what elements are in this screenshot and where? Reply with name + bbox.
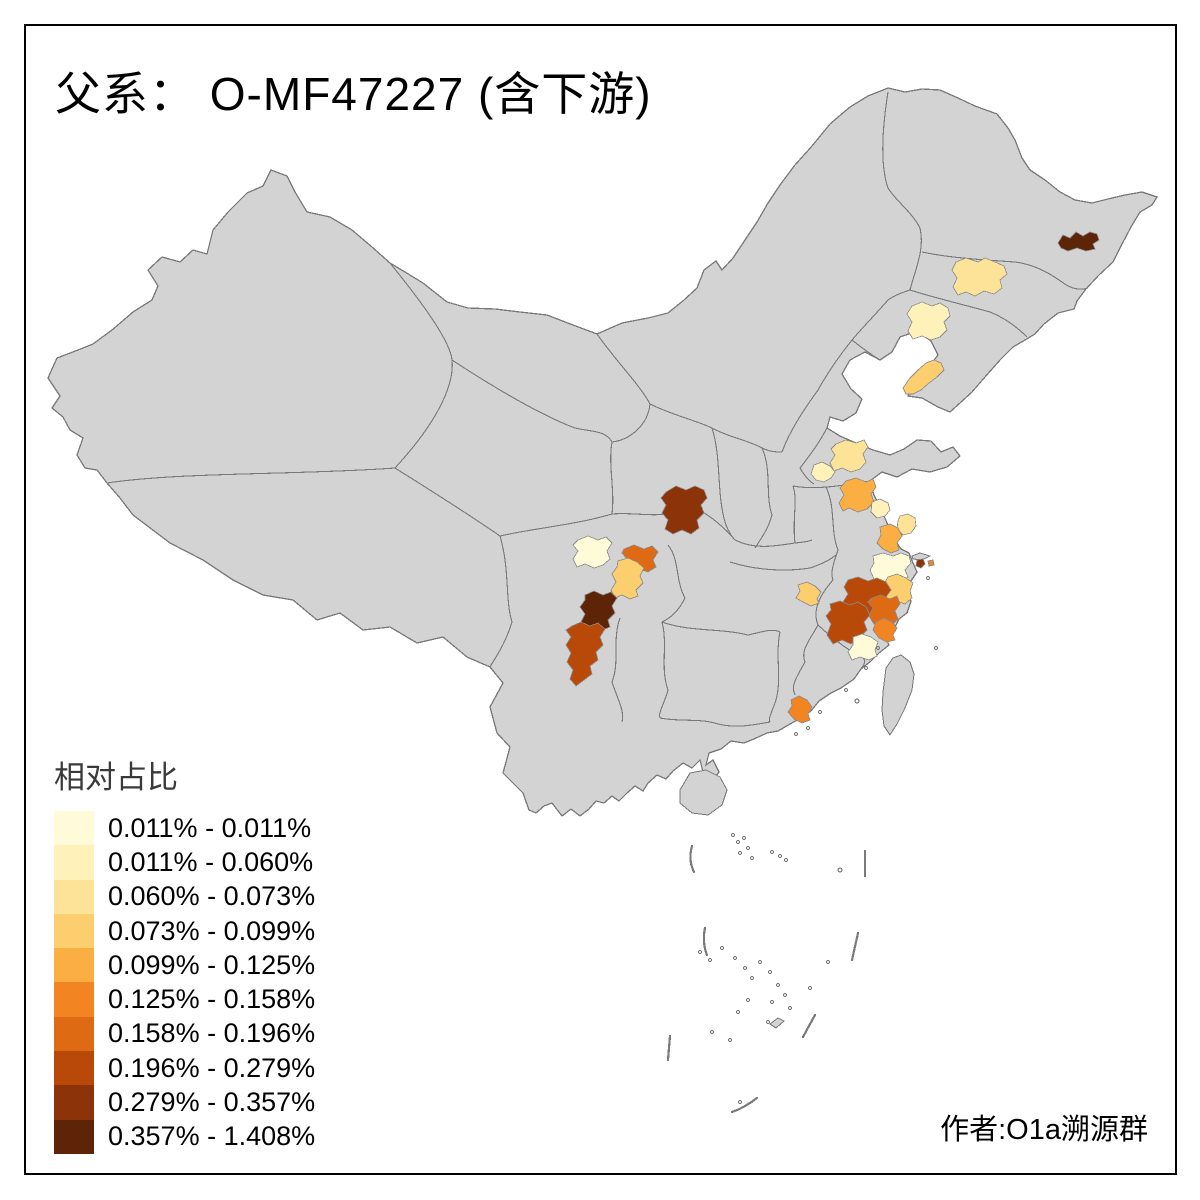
legend-swatch	[54, 948, 94, 983]
province-border-guangxi-guangdong	[659, 717, 771, 727]
legend-label: 0.279% - 0.357%	[108, 1087, 316, 1118]
province-border-liaoning-hebei	[851, 339, 881, 361]
province-border-sichuan-chongqing	[661, 544, 686, 623]
legend-row: 0.279% - 0.357%	[54, 1085, 316, 1120]
region-zhaotong	[565, 621, 606, 687]
legend: 相对占比 0.011% - 0.011% 0.011% - 0.060% 0.0…	[54, 752, 315, 1154]
legend-swatch	[54, 982, 94, 1017]
province-border-neimenggu-hebei	[781, 289, 911, 453]
region-changchun	[951, 257, 1008, 297]
province-border-neimenggu-south	[649, 403, 783, 453]
province-border-qinghai-gansu	[451, 359, 614, 515]
region-liangshan	[579, 590, 618, 631]
province-border-qinghai-sichuan	[499, 513, 613, 537]
region-nanchong	[610, 557, 645, 600]
province-border-liaoning-jilin	[909, 289, 1028, 338]
province-border-yunnan-guizhou	[611, 617, 624, 723]
legend-label: 0.011% - 0.011%	[108, 812, 312, 843]
legend-swatch	[54, 913, 94, 949]
legend-label: 0.158% - 0.196%	[108, 1018, 316, 1049]
chongming-island	[911, 552, 932, 561]
legend-label: 0.357% - 1.408%	[108, 1121, 316, 1152]
province-border-hebei-shandong	[799, 427, 828, 485]
legend-label: 0.125% - 0.158%	[108, 984, 316, 1015]
province-border-henan-hubei	[729, 554, 837, 571]
province-border-hunan-guizhou	[659, 621, 669, 719]
legend-swatch	[54, 1051, 94, 1086]
region-shangrao	[795, 581, 822, 607]
region-taizhou-zj	[867, 594, 901, 629]
legend-row: 0.011% - 0.060%	[54, 845, 315, 880]
province-border-xinjiang-tibet	[106, 467, 396, 484]
province-border-tibet-sichuan	[489, 535, 513, 668]
nine-dash-line	[666, 844, 867, 1114]
province-border-anhui-jiangsu	[825, 486, 839, 581]
china-mainland	[47, 87, 1158, 817]
region-ankang	[660, 485, 708, 535]
map-title: 父系： O-MF47227 (含下游)	[55, 68, 652, 120]
province-border-jilin-heilongjiang	[921, 251, 1089, 290]
region-jiamusi	[1057, 231, 1100, 252]
region-shenyang	[906, 301, 951, 341]
region-jinan	[829, 439, 869, 473]
legend-swatch	[54, 1119, 94, 1154]
region-west-shandong	[810, 461, 836, 483]
legend-label: 0.011% - 0.060%	[108, 846, 314, 877]
author-credit: 作者:O1a溯源群	[940, 1114, 1148, 1146]
legend-label: 0.073% - 0.099%	[108, 915, 316, 946]
taiwan-island	[881, 654, 915, 736]
legend-label: 0.196% - 0.279%	[108, 1052, 316, 1083]
province-border-gansu-neimenggu	[596, 333, 651, 443]
region-yangzhou	[876, 523, 903, 554]
region-yancheng	[870, 498, 891, 519]
legend-row: 0.011% - 0.011%	[54, 811, 315, 846]
legend-swatch	[54, 845, 94, 880]
province-border-neimenggu-heilongjiang	[882, 91, 922, 291]
sea-islets	[697, 575, 939, 1105]
legend-row: 0.158% - 0.196%	[54, 1016, 316, 1052]
hainan-island	[679, 769, 728, 816]
legend-swatch	[54, 879, 94, 914]
region-huaian	[896, 513, 917, 536]
legend-swatch	[54, 1016, 94, 1052]
province-border-henan-anhui	[792, 485, 796, 544]
region-chengdu	[572, 535, 613, 569]
region-linyi	[838, 477, 877, 513]
region-guangzhou	[787, 695, 813, 724]
legend-row: 0.196% - 0.279%	[54, 1051, 316, 1086]
legend-row: 0.357% - 1.408%	[54, 1119, 316, 1154]
region-ningde	[872, 617, 898, 643]
legend-row: 0.125% - 0.158%	[54, 982, 316, 1017]
province-border-hubei-hunan	[661, 621, 781, 636]
province-border-tibet-qinghai	[394, 467, 501, 537]
region-dalian	[902, 359, 945, 395]
legend-swatch	[54, 811, 94, 846]
region-sanming	[847, 633, 879, 661]
legend-label: 0.060% - 0.073%	[108, 881, 316, 912]
legend-title: 相对占比	[54, 760, 178, 795]
legend-row: 0.099% - 0.125%	[54, 948, 316, 983]
legend-label: 0.099% - 0.125%	[108, 949, 316, 980]
region-shanghai	[915, 558, 926, 569]
province-border-hunan-jiangxi	[768, 631, 781, 723]
region-zhoushan	[927, 559, 935, 567]
legend-row: 0.060% - 0.073%	[54, 879, 316, 914]
legend-row: 0.073% - 0.099%	[54, 913, 316, 949]
legend-swatch	[54, 1085, 94, 1120]
province-border-shanxi-hebei	[754, 447, 773, 549]
